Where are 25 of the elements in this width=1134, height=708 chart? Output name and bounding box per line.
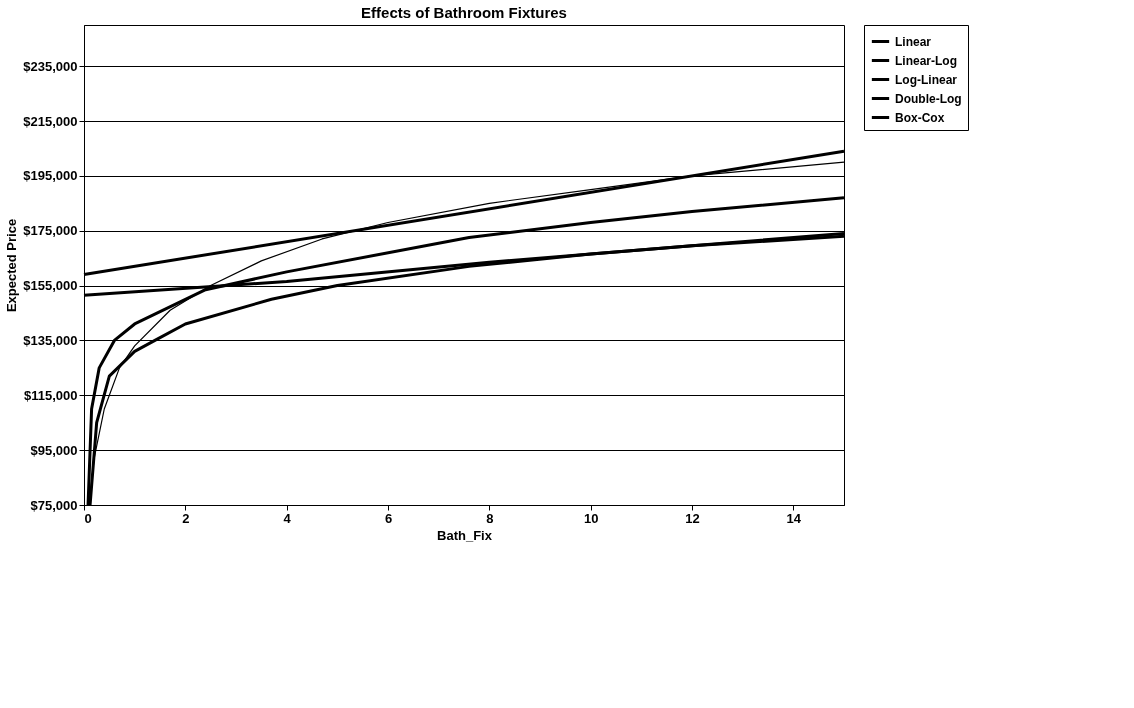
x-tick-label: 0 xyxy=(84,510,92,526)
x-tick-label: 12 xyxy=(685,510,700,526)
y-tick-label: $75,000 xyxy=(30,497,78,513)
legend-label: Linear-Log xyxy=(895,53,957,68)
y-tick-label: $235,000 xyxy=(23,58,78,74)
legend-label: Double-Log xyxy=(895,91,962,106)
chart-title: Effects of Bathroom Fixtures xyxy=(361,3,567,21)
y-tick-label: $195,000 xyxy=(23,168,78,184)
legend-label: Linear xyxy=(895,34,932,49)
x-tick-label: 6 xyxy=(384,510,393,526)
y-axis-title: Expected Price xyxy=(4,218,20,313)
x-tick-label: 14 xyxy=(786,510,802,526)
legend-label: Log-Linear xyxy=(895,72,958,87)
y-tick-label: $175,000 xyxy=(23,223,78,239)
y-tick-label: $135,000 xyxy=(23,332,78,348)
x-tick-label: 10 xyxy=(583,510,599,526)
x-tick-label: 4 xyxy=(283,510,292,526)
y-tick-label: $95,000 xyxy=(30,442,78,458)
y-tick-label: $155,000 xyxy=(23,278,78,294)
legend-label: Box-Cox xyxy=(895,110,945,125)
y-tick-label: $215,000 xyxy=(23,113,78,129)
x-tick-label: 8 xyxy=(486,510,494,526)
x-axis-title: Bath_Fix xyxy=(437,527,493,543)
y-tick-label: $115,000 xyxy=(23,387,78,403)
x-tick-label: 2 xyxy=(182,510,190,526)
